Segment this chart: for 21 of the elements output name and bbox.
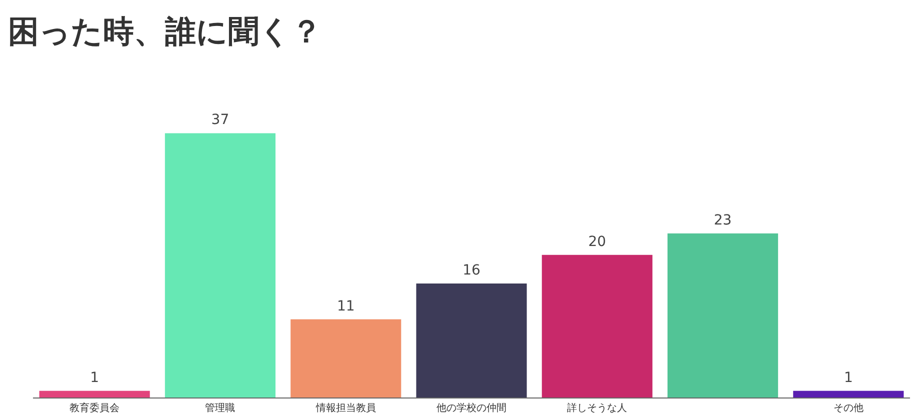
x-tick-label: その他 — [833, 402, 864, 414]
data-label: 23 — [714, 212, 732, 228]
bar — [542, 254, 652, 398]
chart-title: 困った時、誰に聞く？ — [8, 14, 322, 50]
x-tick-label: 管理職 — [205, 402, 236, 414]
data-label: 20 — [588, 234, 606, 250]
bar — [668, 233, 778, 398]
data-label: 37 — [211, 112, 230, 128]
x-tick-label: 情報担当教員 — [314, 402, 376, 414]
bar — [416, 284, 527, 398]
x-tick-label: 他の学校の仲間 — [436, 402, 506, 414]
x-tick-label: 教育委員会 — [70, 402, 120, 414]
bar — [164, 133, 276, 398]
data-label: 1 — [844, 370, 853, 386]
bar — [39, 390, 150, 398]
data-label: 11 — [336, 298, 355, 314]
bar — [290, 319, 402, 398]
data-label: 1 — [90, 370, 100, 386]
data-label: 16 — [462, 262, 480, 279]
bar — [793, 390, 904, 398]
x-tick-label: 詳しそうな人 — [567, 402, 628, 414]
